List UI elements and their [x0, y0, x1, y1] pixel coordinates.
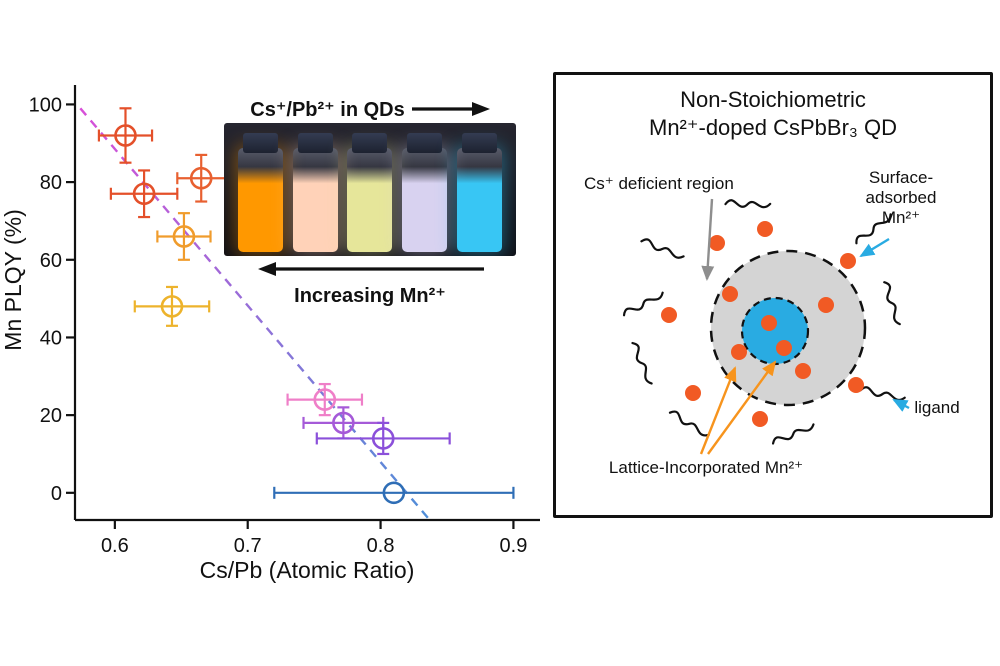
lattice-arrow-shell: [699, 366, 737, 455]
data-point: [332, 411, 355, 435]
vial-cap: [297, 133, 333, 153]
x-tick-label: 0.7: [234, 535, 262, 557]
x-tick-label: 0.8: [367, 535, 395, 557]
left-arrow-icon: [258, 262, 484, 276]
y-tick-label: 40: [40, 327, 62, 349]
x-tick-label: 0.9: [500, 535, 528, 557]
y-tick-label: 20: [40, 405, 62, 427]
vial: [457, 133, 503, 252]
y-tick-label: 0: [51, 483, 62, 505]
surface-adsorbed-arrow: [859, 237, 890, 258]
vial-cap: [352, 133, 388, 153]
mn-ion-surface: [757, 221, 773, 237]
label-surface-line3: Mn²⁺: [882, 208, 920, 227]
ligand-squiggle: [631, 341, 653, 385]
label-cs-deficient-region: Cs⁺ deficient region: [584, 174, 734, 193]
label-surface-line1: Surface-: [869, 168, 933, 187]
mn-ion-shell: [795, 363, 811, 379]
mn-ion-surface: [709, 235, 725, 251]
vial-photo-inset: Cs⁺/Pb²⁺ in QDs Increasing Mn²⁺: [224, 95, 516, 308]
inset-top-row: Cs⁺/Pb²⁺ in QDs: [224, 95, 516, 123]
mn-ion-surface: [685, 385, 701, 401]
y-tick-label: 60: [40, 250, 62, 272]
mn-ion-shell: [731, 344, 747, 360]
qd-schematic: Cs⁺ deficient region Surface- adsorbed M…: [584, 168, 960, 477]
mn-ion-core: [761, 315, 777, 331]
mn-ion-core: [776, 340, 792, 356]
plot-area: 0.6 0.7 0.8 0.9 0 20 40 60 80 100: [29, 85, 540, 557]
data-point: [313, 388, 337, 411]
plqy-chart-panel: 0.6 0.7 0.8 0.9 0 20 40 60 80 100 Cs/Pb (Atomic R…: [0, 85, 540, 583]
mn-ion-surface: [848, 377, 864, 393]
y-tick-label: 80: [40, 172, 62, 194]
vial: [347, 133, 393, 252]
ligand-squiggle: [771, 423, 815, 445]
data-point: [172, 225, 196, 248]
ligand-squiggle: [724, 199, 772, 209]
vial: [237, 133, 283, 252]
cs-deficient-arrow: [701, 198, 715, 281]
mn-ion-surface: [661, 307, 677, 323]
data-point: [371, 427, 395, 450]
ligand-squiggle: [622, 291, 664, 317]
data-point: [160, 295, 184, 318]
label-ligand: ligand: [914, 398, 959, 417]
inset-bottom-row: Increasing Mn²⁺: [224, 261, 516, 308]
mn-ion-surface: [752, 411, 768, 427]
data-point: [132, 182, 156, 206]
inset-bottom-label: Increasing Mn²⁺: [294, 285, 446, 307]
trend-line: [79, 107, 431, 521]
data-point: [382, 481, 406, 505]
vial: [292, 133, 338, 252]
y-axis-label: Mn PLQY (%): [0, 209, 26, 350]
vial-photo: [224, 123, 516, 256]
vial-cap: [462, 133, 498, 153]
mn-ion-surface: [840, 253, 856, 269]
schematic-title-line2: Mn²⁺-doped CsPbBr₃ QD: [649, 114, 897, 140]
data-point: [114, 124, 137, 147]
schematic-title: Non-Stoichiometric Mn²⁺-doped CsPbBr₃ QD: [556, 75, 990, 141]
ligand-squiggle: [883, 281, 901, 326]
vial-liquid: [292, 148, 338, 252]
x-axis-label: Cs/Pb (Atomic Ratio): [200, 557, 415, 583]
vial-liquid: [457, 148, 503, 252]
label-lattice-incorporated: Lattice-Incorporated Mn²⁺: [609, 458, 803, 477]
x-tick-label: 0.6: [101, 535, 129, 557]
mn-ion-shell: [818, 297, 834, 313]
ligand-squiggle: [668, 410, 710, 437]
ligand-squiggle: [855, 213, 892, 245]
vial-cap: [407, 133, 443, 153]
inset-top-label: Cs⁺/Pb²⁺ in QDs: [250, 98, 405, 121]
y-tick-label: 100: [29, 94, 62, 116]
scatter-plot: 0.6 0.7 0.8 0.9 0 20 40 60 80 100 Cs/Pb (Atomic R…: [0, 85, 540, 583]
qd-core: [740, 296, 810, 366]
ligand-squiggle: [640, 238, 685, 259]
data-point: [189, 166, 213, 190]
vial-liquid: [347, 148, 393, 252]
mn-ion-shell: [722, 286, 738, 302]
lattice-arrow-core: [707, 360, 777, 455]
right-arrow-icon: [411, 102, 490, 116]
label-surface-line2: adsorbed: [866, 188, 937, 207]
vial-cap: [242, 133, 278, 153]
vial: [402, 133, 448, 252]
vial-liquid: [402, 148, 448, 252]
mn-dots: [661, 221, 864, 427]
schematic-panel: Non-Stoichiometric Mn²⁺-doped CsPbBr₃ QD: [553, 72, 993, 518]
ligand-arrow: [892, 398, 910, 412]
schematic-title-line1: Non-Stoichiometric: [680, 87, 866, 112]
vial-liquid: [237, 148, 283, 252]
